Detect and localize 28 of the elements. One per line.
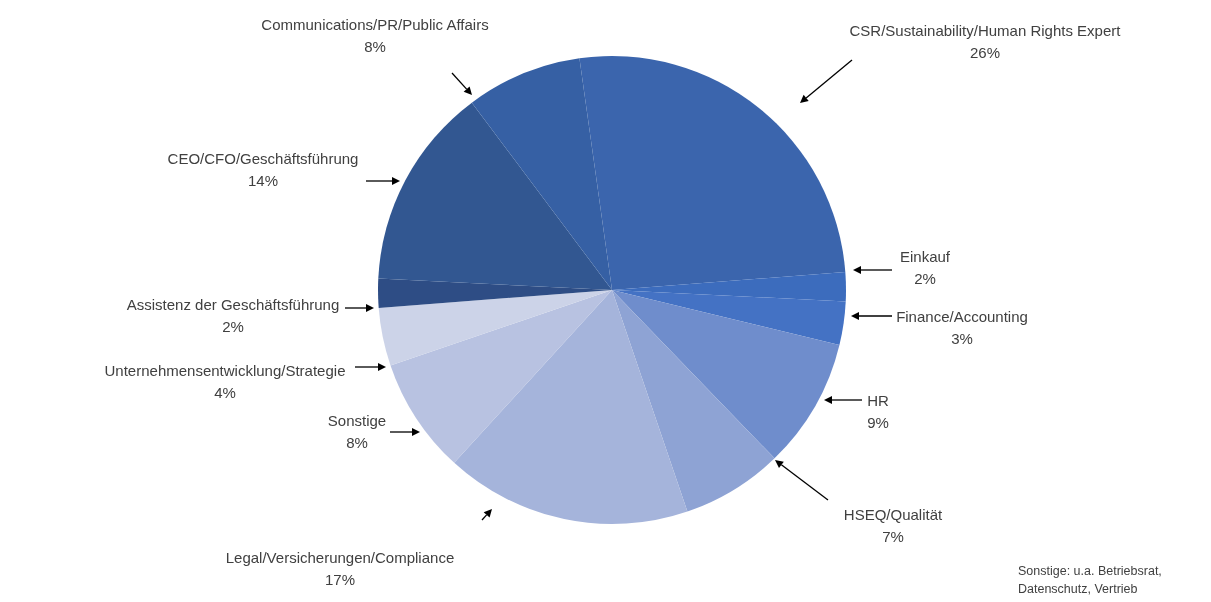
data-label: 8%: [346, 434, 368, 451]
data-label: 2%: [222, 318, 244, 335]
slice-label: CSR/Sustainability/Human Rights Expert: [849, 22, 1122, 39]
pie-slice: [454, 290, 688, 524]
slice-label: Assistenz der Geschäftsführung: [126, 296, 340, 313]
pie-slice: [612, 290, 775, 512]
data-label: 2%: [914, 270, 936, 287]
data-label: 14%: [247, 172, 279, 189]
slice-label: Unternehmensentwicklung/Strategie: [104, 362, 346, 379]
pie-slice: [378, 290, 612, 366]
slice-label: Communications/PR/Public Affairs: [261, 16, 489, 33]
slice-label: HSEQ/Qualität: [843, 506, 944, 523]
slice-label: Sonstige: [327, 412, 387, 429]
slice-label: Legal/Versicherungen/Compliance: [225, 549, 455, 566]
data-label: 3%: [951, 330, 973, 347]
data-label: 8%: [364, 38, 386, 55]
data-label: 4%: [214, 384, 236, 401]
slice-label: CEO/CFO/Geschäftsführung: [167, 150, 359, 167]
slice-label: HR: [867, 392, 889, 409]
data-label: 26%: [969, 44, 1001, 61]
pie-slice: [390, 290, 612, 463]
pie-slice: [612, 290, 840, 459]
data-label: 9%: [867, 414, 889, 431]
slice-label: Einkauf: [899, 248, 951, 265]
data-label: 17%: [324, 571, 356, 588]
data-label: 7%: [882, 528, 904, 545]
text: Sonstige: u.a. Betriebsrat, Datenschutz, Vertrieb: [1018, 563, 1163, 598]
slice-label: Finance/Accounting: [896, 308, 1028, 325]
